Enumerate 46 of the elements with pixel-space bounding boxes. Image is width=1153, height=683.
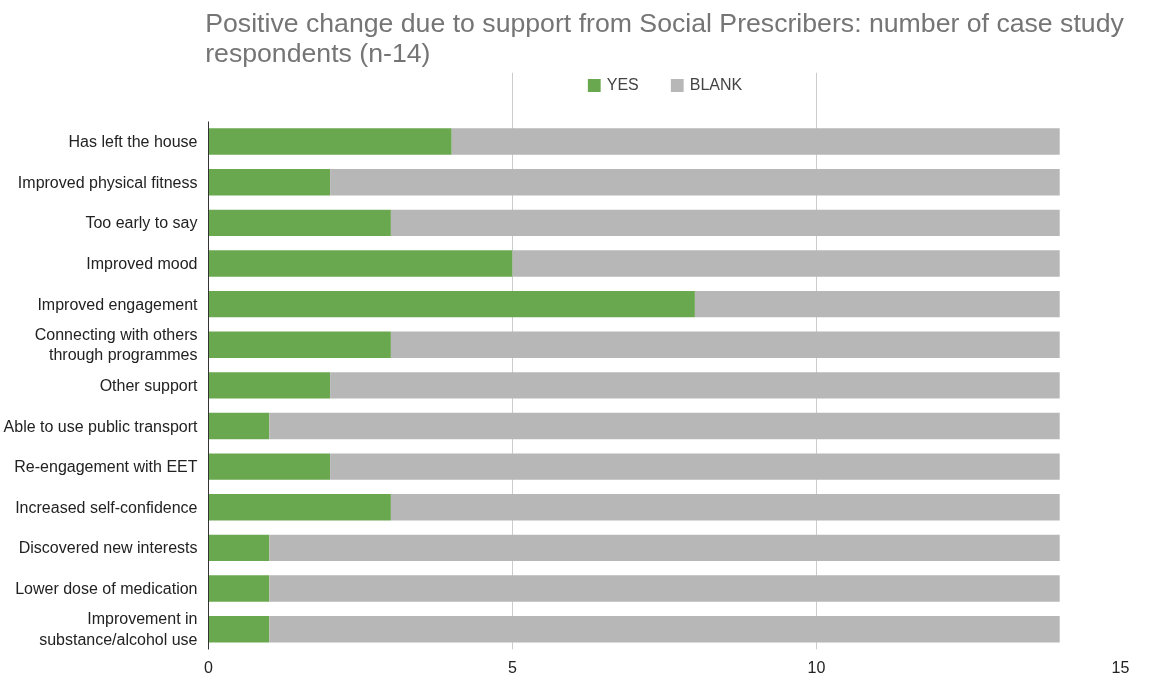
bar [208,534,270,562]
y-tick-label: Improved mood [86,254,198,272]
y-tick-label: Re-engagement with EET [14,458,198,476]
y-tick-label: Improvement in substance/alcohol use [39,610,198,648]
x-tick-label: 15 [1111,658,1130,676]
bar [208,372,331,399]
bar [208,575,270,602]
y-tick-label: Lower dose of medication [15,580,198,598]
bar [269,575,1060,602]
bar [451,128,1060,155]
y-tick-label: Has left the house [68,133,198,151]
x-tick-label: 0 [204,658,214,676]
bar [390,494,1060,521]
legend-label: BLANK [689,76,743,94]
y-tick-label: Improved engagement [37,295,199,313]
bar [330,372,1060,399]
y-tick-label: Connecting with others through programmes [34,326,198,364]
bar [269,534,1060,562]
bar [208,453,331,480]
bar [208,494,391,521]
bar [512,250,1060,277]
x-tick-label: 10 [807,658,826,676]
chart-title: Positive change due to support from Social Prescribers: number of case study respondents (n-14) [205,7,1125,68]
bar [390,209,1060,237]
bar [390,331,1060,358]
bar [208,169,331,196]
bar [330,453,1060,480]
bar [269,615,1060,643]
bar [208,209,391,237]
bar [269,412,1060,440]
bar [208,128,452,155]
bar [208,250,513,277]
y-tick-label: Improved physical fitness [17,173,198,191]
bar [208,412,270,440]
legend-label: YES [606,76,639,94]
bar [208,290,695,318]
bar [208,331,391,358]
y-tick-label: Increased self-confidence [15,498,198,516]
y-tick-label: Other support [99,376,199,394]
y-tick-label: Able to use public transport [3,417,199,435]
x-tick-label: 5 [508,658,518,676]
bar [330,169,1060,196]
bar [694,290,1060,318]
y-tick-label: Discovered new interests [18,539,198,557]
bar [208,615,270,643]
y-tick-label: Too early to say [85,214,198,232]
